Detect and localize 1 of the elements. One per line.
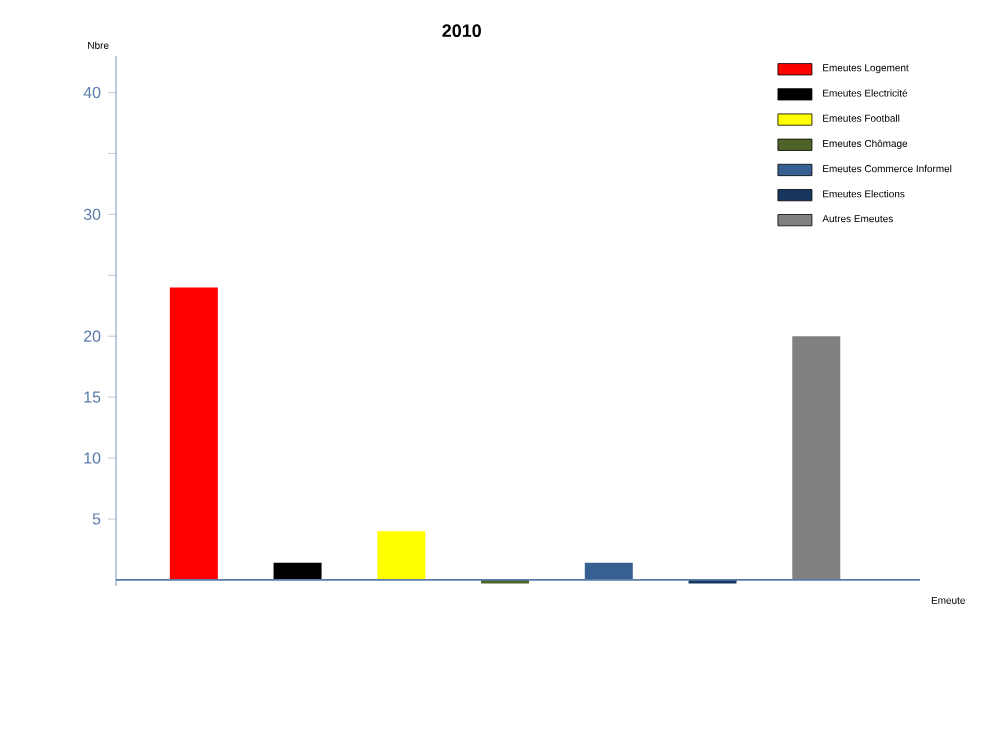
- chart-title: 2010: [442, 24, 481, 38]
